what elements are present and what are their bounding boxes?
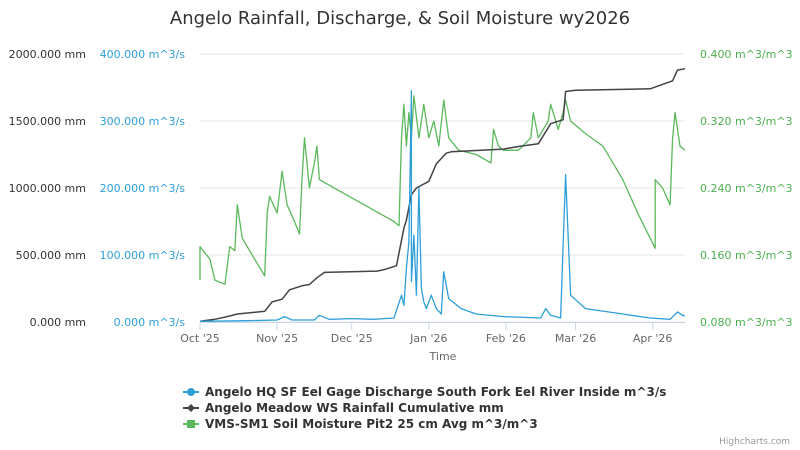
y-tick-label: 200.000 m^3/s (100, 182, 186, 195)
legend-marker-circle (187, 388, 195, 396)
legend-item-discharge[interactable]: Angelo HQ SF Eel Gage Discharge South Fo… (183, 385, 666, 399)
y-tick-label: 0.400 m^3/m^3 (700, 48, 793, 61)
series-line-discharge (199, 90, 686, 322)
x-axis-label: Time (429, 350, 457, 363)
x-tick-label: Mar '26 (555, 332, 596, 345)
y-tick-label: 0.080 m^3/m^3 (700, 316, 793, 329)
y-tick-label: 2000.000 mm (9, 48, 86, 61)
chart-title: Angelo Rainfall, Discharge, & Soil Moist… (170, 8, 630, 29)
x-tick-label: Dec '25 (331, 332, 373, 345)
x-tick-label: Feb '26 (486, 332, 526, 345)
y-tick-label: 300.000 m^3/s (100, 115, 186, 128)
legend-label: VMS-SM1 Soil Moisture Pit2 25 cm Avg m^3… (205, 417, 538, 431)
legend-label: Angelo Meadow WS Rainfall Cumulative mm (205, 401, 504, 415)
legend-label: Angelo HQ SF Eel Gage Discharge South Fo… (205, 385, 666, 399)
x-tick-label: Nov '25 (256, 332, 298, 345)
x-axis: Oct '25 Nov '25 Dec '25 Jan '26 Feb '26 Mar '… (180, 322, 685, 345)
y-tick-label: 0.320 m^3/m^3 (700, 115, 793, 128)
y-axis-soil-moisture: 0.080 m^3/m^3 0.160 m^3/m^3 0.240 m^3/m^3 0… (700, 48, 793, 329)
x-tick-label: Apr '26 (633, 332, 673, 345)
x-tick-label: Jan '26 (409, 332, 447, 345)
x-tick-label: Oct '25 (180, 332, 220, 345)
credits-link[interactable]: Highcharts.com (719, 437, 790, 447)
legend-item-rain[interactable]: Angelo Meadow WS Rainfall Cumulative mm (183, 401, 504, 415)
series-line-soil (199, 95, 686, 285)
legend-item-soil[interactable]: VMS-SM1 Soil Moisture Pit2 25 cm Avg m^3… (183, 417, 538, 431)
y-axis-discharge: 0.000 m^3/s 100.000 m^3/s 200.000 m^3/s 300… (100, 48, 186, 329)
y-tick-label: 0.240 m^3/m^3 (700, 182, 793, 195)
legend: Angelo HQ SF Eel Gage Discharge South Fo… (183, 385, 666, 431)
y-tick-label: 1500.000 mm (9, 115, 86, 128)
y-tick-label: 400.000 m^3/s (100, 48, 186, 61)
y-tick-label: 100.000 m^3/s (100, 249, 186, 262)
y-tick-label: 1000.000 mm (9, 182, 86, 195)
y-tick-label: 0.000 m^3/s (114, 316, 186, 329)
y-axis-rainfall: 0.000 mm 500.000 mm 1000.000 mm 1500.000 mm… (9, 48, 86, 329)
legend-marker-square (187, 420, 195, 428)
y-tick-label: 500.000 mm (16, 249, 86, 262)
legend-marker-diamond (187, 404, 195, 412)
y-tick-label: 0.160 m^3/m^3 (700, 249, 793, 262)
series-layer (199, 67, 686, 323)
y-tick-label: 0.000 mm (30, 316, 86, 329)
